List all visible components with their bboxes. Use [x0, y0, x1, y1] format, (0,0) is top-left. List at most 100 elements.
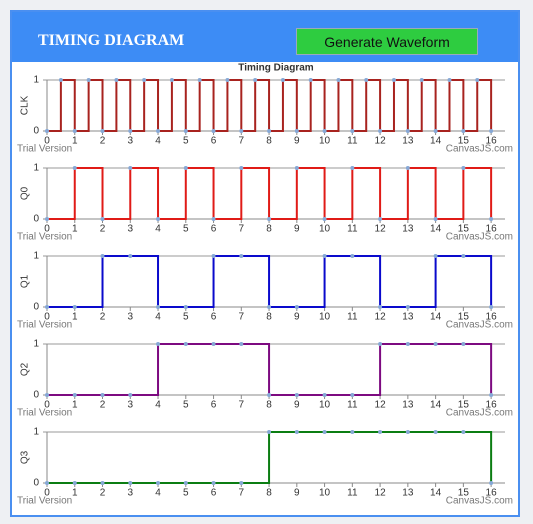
marker — [461, 254, 466, 258]
credit-left: Trial Version — [17, 144, 72, 155]
credit-right: CanvasJS.com — [446, 232, 513, 243]
marker — [391, 78, 396, 82]
marker — [294, 129, 299, 133]
marker — [45, 217, 49, 221]
x-tick-label: 6 — [211, 136, 217, 147]
x-tick-label: 12 — [375, 488, 387, 499]
marker — [183, 342, 188, 346]
step-line — [47, 343, 493, 396]
x-tick-label: 16 — [486, 224, 498, 235]
marker — [280, 78, 285, 82]
x-tick-label: 14 — [430, 400, 442, 411]
marker — [433, 342, 438, 346]
marker — [156, 481, 161, 485]
chart-title: Timing Diagram — [238, 63, 313, 74]
x-tick-label: 7 — [239, 400, 245, 411]
marker — [378, 217, 383, 221]
marker — [211, 254, 216, 258]
credit-left: Trial Version — [17, 496, 72, 507]
marker — [128, 166, 133, 170]
marker — [350, 430, 355, 434]
x-tick-label: 15 — [458, 136, 470, 147]
marker — [169, 78, 174, 82]
x-tick-label: 14 — [430, 488, 442, 499]
credit-right: CanvasJS.com — [446, 496, 513, 507]
marker — [128, 393, 133, 397]
marker — [100, 129, 105, 133]
marker — [294, 166, 299, 170]
x-tick-label: 5 — [183, 312, 189, 323]
x-tick-label: 3 — [127, 136, 133, 147]
x-tick-label: 9 — [294, 136, 300, 147]
credit-right: CanvasJS.com — [446, 320, 513, 331]
x-tick-label: 5 — [183, 488, 189, 499]
marker — [239, 254, 244, 258]
marker — [100, 393, 105, 397]
marker — [405, 166, 410, 170]
y-axis-title: Q1 — [20, 274, 31, 288]
marker — [461, 342, 466, 346]
marker — [239, 129, 244, 133]
x-tick-label: 13 — [402, 136, 414, 147]
marker — [322, 393, 327, 397]
marker — [447, 78, 452, 82]
x-tick-label: 2 — [100, 400, 106, 411]
x-tick-label: 8 — [266, 488, 272, 499]
marker — [156, 305, 161, 309]
x-tick-label: 9 — [294, 488, 300, 499]
step-line — [47, 167, 493, 220]
marker — [267, 129, 272, 133]
x-tick-label: 4 — [155, 224, 161, 235]
marker — [433, 217, 438, 221]
marker — [350, 129, 355, 133]
x-tick-label: 1 — [72, 136, 78, 147]
x-tick-label: 9 — [294, 312, 300, 323]
generate-button[interactable]: Generate Waveform — [296, 28, 478, 55]
y-tick-label: 0 — [33, 214, 39, 225]
marker — [350, 393, 355, 397]
y-tick-label: 0 — [33, 390, 39, 401]
marker — [461, 430, 466, 434]
marker — [461, 166, 466, 170]
marker — [378, 342, 383, 346]
x-tick-label: 7 — [239, 224, 245, 235]
marker — [322, 430, 327, 434]
marker — [267, 217, 272, 221]
x-tick-label: 3 — [127, 224, 133, 235]
marker — [72, 393, 77, 397]
step-line — [47, 79, 493, 132]
marker — [142, 78, 147, 82]
marker — [197, 78, 202, 82]
x-tick-label: 0 — [44, 224, 50, 235]
marker — [211, 481, 216, 485]
marker — [100, 481, 105, 485]
x-tick-label: 0 — [44, 488, 50, 499]
marker — [378, 430, 383, 434]
x-tick-label: 4 — [155, 488, 161, 499]
marker — [156, 342, 161, 346]
marker — [183, 166, 188, 170]
x-tick-label: 4 — [155, 400, 161, 411]
marker — [489, 393, 494, 397]
x-tick-label: 15 — [458, 400, 470, 411]
x-tick-label: 10 — [319, 136, 331, 147]
marker — [72, 481, 77, 485]
marker — [156, 217, 161, 221]
marker — [211, 217, 216, 221]
marker — [114, 78, 119, 82]
x-tick-label: 14 — [430, 136, 442, 147]
x-tick-label: 3 — [127, 312, 133, 323]
credit-right: CanvasJS.com — [446, 408, 513, 419]
x-tick-label: 16 — [486, 488, 498, 499]
x-tick-label: 13 — [402, 488, 414, 499]
x-tick-label: 12 — [375, 224, 387, 235]
x-tick-label: 2 — [100, 312, 106, 323]
marker — [405, 129, 410, 133]
credit-left: Trial Version — [17, 232, 72, 243]
marker — [489, 217, 494, 221]
y-tick-label: 0 — [33, 126, 39, 137]
y-tick-label: 1 — [33, 75, 39, 86]
x-tick-label: 14 — [430, 224, 442, 235]
